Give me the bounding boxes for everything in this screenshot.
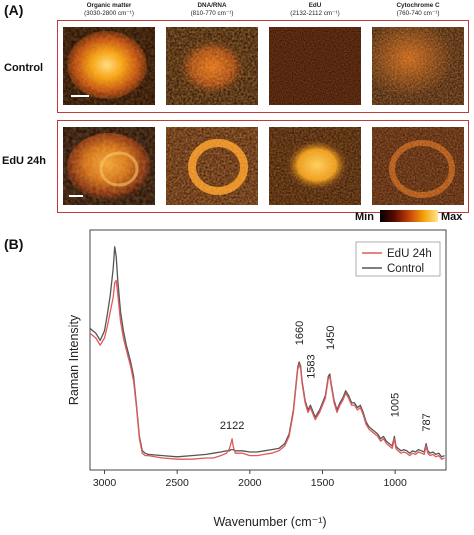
column-range: (760-740 cm⁻¹) <box>396 10 440 17</box>
column-range: (3030-2800 cm⁻¹) <box>84 10 134 17</box>
peak-label-1450: 1450 <box>325 326 337 350</box>
legend-label: EdU 24h <box>387 248 432 260</box>
column-title: Cytochrome C <box>396 2 440 9</box>
x-tick-label: 3000 <box>93 477 117 489</box>
peak-label-1660: 1660 <box>294 321 306 345</box>
peak-label-1005: 1005 <box>389 393 401 417</box>
panel-b-label: (B) <box>4 236 24 252</box>
image-edu-edu <box>269 127 361 205</box>
x-tick-label: 1500 <box>311 477 335 489</box>
column-header-dna-rna: DNA/RNA (810-770 cm⁻¹) <box>166 2 258 18</box>
column-range: (810-770 cm⁻¹) <box>190 10 234 17</box>
image-control-organic-matter <box>63 27 155 105</box>
plot-area <box>89 229 447 471</box>
image-control-edu <box>269 27 361 105</box>
x-axis-label: Wavenumber (cm⁻¹) <box>213 515 326 529</box>
peak-label-787: 787 <box>421 413 433 431</box>
image-edu-cytochrome-c <box>372 127 464 205</box>
peak-label-2122: 2122 <box>220 420 244 432</box>
legend-label: Control <box>387 263 424 275</box>
column-header-cytochrome-c: Cytochrome C (760-740 cm⁻¹) <box>372 2 464 18</box>
scale-bar <box>69 195 83 197</box>
x-tick-label: 2000 <box>238 477 262 489</box>
legend-box <box>355 241 441 277</box>
image-control-dna-rna <box>166 27 258 105</box>
panel-a-label: (A) <box>4 2 24 18</box>
series-line-edu-24h <box>89 279 445 460</box>
column-title: Organic matter <box>86 2 132 9</box>
column-header-edu: EdU (2132-2112 cm⁻¹) <box>269 2 361 18</box>
scale-bar <box>71 95 89 97</box>
colorbar-max-label: Max <box>441 211 463 223</box>
colorbar <box>380 210 438 222</box>
x-tick-label: 2500 <box>166 477 190 489</box>
y-axis-label: Raman Intensity <box>67 314 81 405</box>
image-edu-organic-matter <box>63 127 155 205</box>
x-tick-label: 1000 <box>383 477 407 489</box>
row-label-control: Control <box>4 62 44 74</box>
column-header-organic-matter: Organic matter (3030-2800 cm⁻¹) <box>63 2 155 18</box>
column-range: (2132-2112 cm⁻¹) <box>290 10 340 17</box>
image-control-cytochrome-c <box>372 27 464 105</box>
row-label-edu-24h: EdU 24h <box>2 155 47 167</box>
series-line-control <box>89 246 445 458</box>
image-edu-dna-rna <box>166 127 258 205</box>
colorbar-min-label: Min <box>355 211 374 223</box>
column-title: DNA/RNA <box>197 2 227 9</box>
column-title: EdU <box>308 2 322 9</box>
peak-label-1583: 1583 <box>305 354 317 378</box>
